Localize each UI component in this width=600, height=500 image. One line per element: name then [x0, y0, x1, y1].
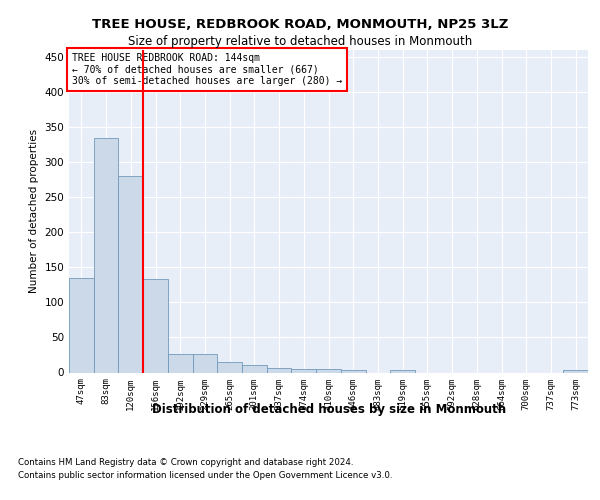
Bar [168, 354, 193, 372]
Bar [563, 370, 588, 372]
Text: Contains HM Land Registry data © Crown copyright and database right 2024.: Contains HM Land Registry data © Crown c… [18, 458, 353, 467]
Bar [94, 138, 118, 372]
Text: Contains public sector information licensed under the Open Government Licence v3: Contains public sector information licen… [18, 472, 392, 480]
Text: Distribution of detached houses by size in Monmouth: Distribution of detached houses by size … [152, 402, 506, 415]
Bar [143, 280, 168, 372]
Text: Size of property relative to detached houses in Monmouth: Size of property relative to detached ho… [128, 35, 472, 48]
Text: TREE HOUSE, REDBROOK ROAD, MONMOUTH, NP25 3LZ: TREE HOUSE, REDBROOK ROAD, MONMOUTH, NP2… [92, 18, 508, 30]
Bar [316, 369, 341, 372]
Bar [69, 278, 94, 372]
Bar [267, 368, 292, 372]
Text: TREE HOUSE REDBROOK ROAD: 144sqm
← 70% of detached houses are smaller (667)
30% : TREE HOUSE REDBROOK ROAD: 144sqm ← 70% o… [71, 53, 342, 86]
Bar [217, 362, 242, 372]
Y-axis label: Number of detached properties: Number of detached properties [29, 129, 39, 294]
Bar [118, 176, 143, 372]
Bar [193, 354, 217, 372]
Bar [390, 370, 415, 372]
Bar [242, 365, 267, 372]
Bar [341, 370, 365, 372]
Bar [292, 369, 316, 372]
